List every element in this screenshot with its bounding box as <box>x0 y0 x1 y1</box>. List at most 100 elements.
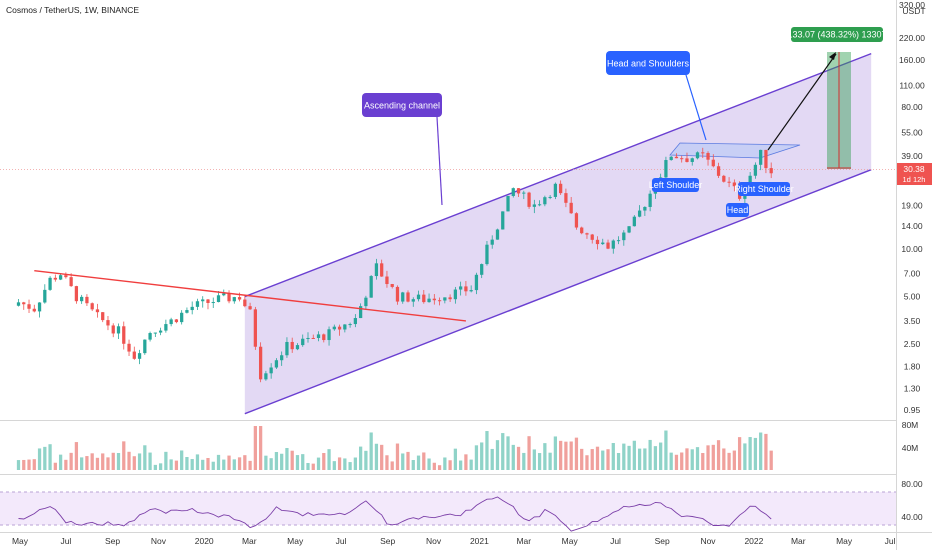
target-label: 133.07 (438.32%) 13307 <box>787 30 886 40</box>
head-label: Head <box>727 205 749 215</box>
volume-bar <box>169 459 173 470</box>
volume-bar <box>695 447 700 470</box>
volume-bar <box>437 465 442 470</box>
price-axis[interactable]: 320.00 220.00 160.00 110.00 80.00 55.00 39.00 2… <box>899 0 925 415</box>
volume-bar <box>464 454 468 470</box>
time-label: Jul <box>60 536 71 546</box>
volume-bar <box>195 454 200 470</box>
candle <box>764 149 768 174</box>
volume-bar <box>232 459 236 470</box>
volume-bar <box>611 443 615 470</box>
price-tick: 110.00 <box>899 80 925 90</box>
candle <box>358 303 363 319</box>
left-shoulder-callout[interactable]: Left Shoulder <box>649 178 703 192</box>
volume-bar <box>569 441 573 470</box>
price-tick: 5.00 <box>904 292 921 302</box>
volume-bar <box>269 458 273 470</box>
candle <box>385 270 389 288</box>
rsi-axis: 80.00 40.00 <box>901 479 923 522</box>
time-axis[interactable]: May Jul Sep Nov 2020 Mar May Jul Sep Nov 2021 Mar Ma… <box>12 536 896 546</box>
volume-bar <box>537 453 542 470</box>
volume-bar <box>732 450 736 470</box>
time-label: Sep <box>380 536 395 546</box>
volume-bar <box>237 457 242 470</box>
candle <box>690 157 694 166</box>
candle <box>248 302 252 310</box>
time-label: Mar <box>242 536 257 546</box>
candle <box>511 187 515 198</box>
volume-bar <box>680 452 684 470</box>
volume-bar <box>43 446 47 470</box>
volume-bar <box>527 436 531 470</box>
candlesticks <box>16 147 773 383</box>
price-tick: 0.95 <box>904 405 921 415</box>
volume-bar <box>643 448 647 470</box>
candle <box>153 332 157 337</box>
volume-bar <box>432 462 436 470</box>
volume-bar <box>416 455 421 470</box>
last-price-value: 30.38 <box>903 164 925 174</box>
price-tick: 3.50 <box>904 316 921 326</box>
candle <box>722 174 726 183</box>
candle <box>158 327 163 336</box>
volume-bar <box>664 430 668 470</box>
volume-bar <box>48 444 52 470</box>
candle <box>369 275 373 298</box>
candle <box>574 212 579 230</box>
volume-bar <box>748 437 752 470</box>
volume-bar <box>585 455 589 470</box>
price-tick: 1.30 <box>904 384 921 394</box>
candle <box>537 200 542 207</box>
ascending-channel-callout[interactable]: Ascending channel <box>362 93 443 206</box>
price-tick: 39.00 <box>901 151 923 161</box>
volume-bar <box>37 448 42 470</box>
target-callout[interactable]: 133.07 (438.32%) 13307 <box>787 27 887 42</box>
volume-bar <box>337 457 342 470</box>
candle <box>480 263 484 279</box>
descending-trendline[interactable] <box>34 269 466 322</box>
volume-bar <box>522 452 526 470</box>
candle <box>490 235 494 249</box>
head-callout[interactable]: Head <box>726 203 749 217</box>
head-and-shoulders-callout[interactable]: Head and Shoulders <box>606 51 707 141</box>
candle <box>648 190 652 212</box>
volume-bar <box>716 440 721 470</box>
candle <box>27 299 31 313</box>
candle <box>216 290 221 303</box>
candle <box>390 283 394 289</box>
candle <box>143 339 147 355</box>
volume-bar <box>511 444 515 470</box>
price-tick: 320.00 <box>899 0 925 10</box>
volume-tick: 40M <box>902 443 919 453</box>
volume-bar <box>685 448 689 470</box>
volume-bar <box>395 443 400 470</box>
projection-arrow[interactable] <box>767 53 837 151</box>
candle <box>353 314 357 328</box>
channel-upper-line[interactable] <box>244 52 872 298</box>
candle <box>316 331 321 342</box>
candle <box>411 297 415 307</box>
volume-bar <box>258 426 263 470</box>
left-shoulder-label: Left Shoulder <box>649 180 703 190</box>
rsi-tick: 40.00 <box>901 512 923 522</box>
ascending-channel-label: Ascending channel <box>364 101 440 111</box>
volume-bar <box>295 455 300 470</box>
channel-lower-line[interactable] <box>244 169 872 415</box>
candle <box>669 156 673 161</box>
volume-bar <box>127 451 131 470</box>
volume-bar <box>85 456 89 470</box>
right-shoulder-callout[interactable]: Right Shoulder <box>734 182 794 196</box>
candle <box>759 149 763 171</box>
candle <box>601 238 605 245</box>
volume-bar <box>248 460 252 470</box>
volume-bar <box>385 455 389 470</box>
volume-bar <box>316 457 321 470</box>
candle <box>322 333 326 343</box>
candle <box>469 285 473 293</box>
candle <box>590 233 594 244</box>
candle <box>711 154 715 168</box>
volume-bar <box>253 426 257 470</box>
candle <box>137 349 142 365</box>
volume-bar <box>106 457 110 470</box>
